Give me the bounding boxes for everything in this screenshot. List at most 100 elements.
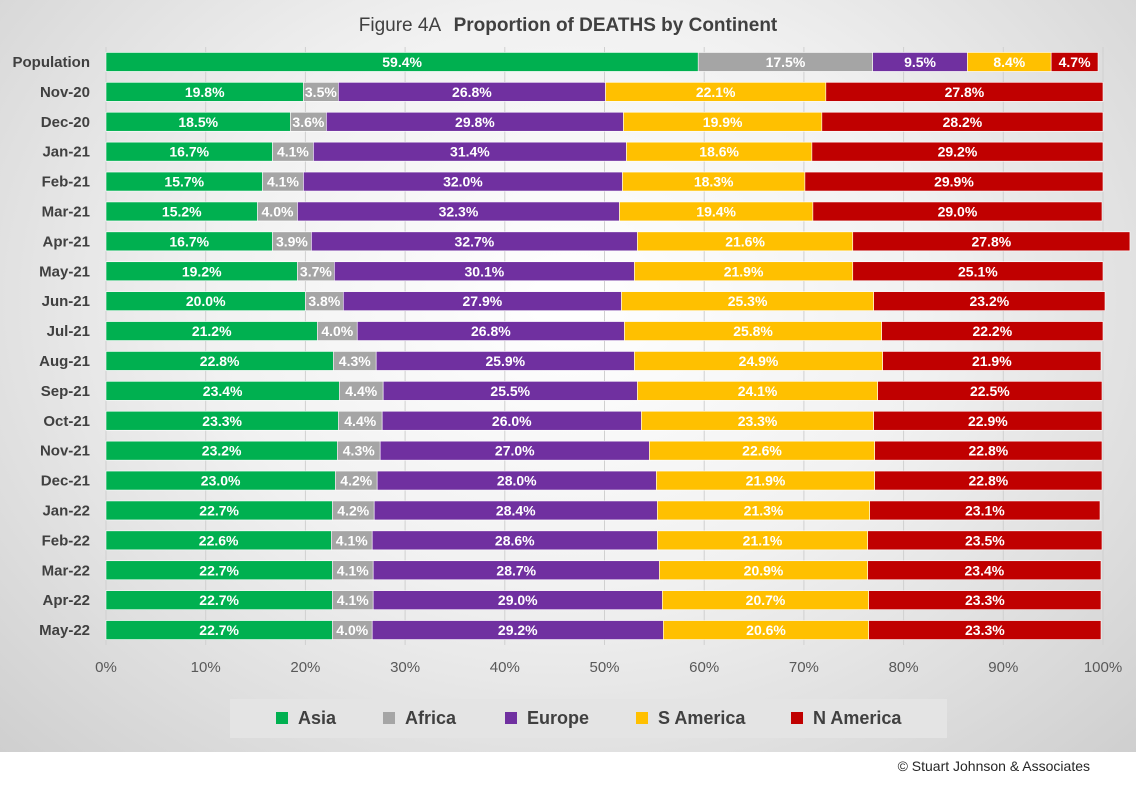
bar-data-label: 21.9% [724, 263, 764, 279]
category-label: Jun-21 [42, 293, 90, 310]
x-tick-label: 20% [290, 659, 320, 676]
category-label: Mar-21 [42, 203, 90, 220]
x-tick-label: 30% [390, 659, 420, 676]
bar-segment [1050, 52, 1099, 72]
chart-area: Figure 4A Proportion of DEATHS by Contin… [0, 0, 1136, 752]
x-tick-label: 70% [789, 659, 819, 676]
bar-data-label: 4.1% [336, 532, 368, 548]
legend-box [230, 699, 947, 738]
bar-data-label: 18.3% [694, 174, 734, 190]
bar-data-label: 4.0% [336, 622, 368, 638]
bar-data-label: 4.4% [345, 383, 377, 399]
bar-data-label: 4.1% [337, 592, 369, 608]
legend-label: Africa [405, 708, 457, 728]
title-main: Proportion of DEATHS by Continent [454, 15, 778, 36]
category-label: Apr-21 [42, 233, 90, 250]
bar-data-label: 22.7% [199, 592, 239, 608]
bar-data-label: 9.5% [904, 54, 936, 70]
category-label: Feb-22 [42, 532, 90, 549]
category-label: Sep-21 [41, 383, 90, 400]
bar-data-label: 17.5% [766, 54, 806, 70]
bar-data-label: 26.8% [471, 323, 511, 339]
bar-data-label: 23.2% [969, 293, 1009, 309]
x-tick-label: 100% [1084, 659, 1122, 676]
chart-title: Figure 4A Proportion of DEATHS by Contin… [359, 15, 778, 36]
category-label: Apr-22 [42, 592, 90, 609]
category-label: Population [13, 54, 91, 71]
bar-data-label: 3.6% [292, 114, 324, 130]
bar-data-label: 27.8% [945, 84, 985, 100]
bar-data-label: 4.3% [343, 443, 375, 459]
x-tick-label: 80% [889, 659, 919, 676]
bar-data-label: 22.1% [696, 84, 736, 100]
bar-data-label: 3.9% [276, 233, 308, 249]
bar-segment [873, 410, 1103, 431]
bar-data-label: 28.0% [497, 473, 537, 489]
bar-segment [867, 530, 1103, 551]
bar-data-label: 29.0% [938, 203, 978, 219]
category-label: May-22 [39, 622, 90, 639]
bar-segment [852, 261, 1104, 282]
bar-data-label: 32.0% [443, 174, 483, 190]
legend: Asia Africa Europe S America N America [230, 699, 947, 738]
bar-data-label: 28.2% [943, 114, 983, 130]
category-label: May-21 [39, 263, 90, 280]
category-labels: Population Nov-20 Dec-20 Jan-21 Feb-21 Mar-21… [13, 54, 91, 639]
bar-data-label: 15.7% [164, 174, 204, 190]
bar-segment [869, 500, 1101, 521]
legend-label: N America [813, 708, 902, 728]
bar-segment [867, 560, 1102, 581]
bar-data-label: 15.2% [162, 203, 202, 219]
category-label: Jul-21 [47, 323, 90, 340]
legend-label: Asia [298, 708, 337, 728]
x-tick-label: 90% [988, 659, 1018, 676]
bar-data-label: 29.8% [455, 114, 495, 130]
bar-data-label: 22.8% [200, 353, 240, 369]
bar-data-label: 20.7% [746, 592, 786, 608]
bar-data-label: 25.9% [485, 353, 525, 369]
category-label: Nov-20 [40, 84, 90, 101]
bar-data-label: 21.9% [746, 473, 786, 489]
bar-data-label: 23.2% [202, 443, 242, 459]
x-tick-label: 40% [490, 659, 520, 676]
bar-segment [868, 620, 1102, 640]
bar-data-label: 21.9% [972, 353, 1012, 369]
bar-data-label: 23.3% [202, 413, 242, 429]
bar-data-label: 22.7% [199, 562, 239, 578]
bar-data-label: 4.2% [340, 473, 372, 489]
category-label: Mar-22 [42, 562, 90, 579]
bar-segment [852, 231, 1131, 252]
bar-data-label: 3.5% [305, 84, 337, 100]
bar-segment [821, 111, 1104, 132]
bar-data-label: 19.4% [696, 203, 736, 219]
bar-data-label: 28.7% [496, 562, 536, 578]
category-label: Jan-21 [42, 144, 90, 161]
bar-data-label: 20.9% [744, 562, 784, 578]
bar-segment [881, 321, 1104, 341]
bar-data-label: 27.8% [971, 233, 1011, 249]
legend-swatch [383, 712, 395, 724]
bar-data-label: 25.3% [728, 293, 768, 309]
bar-data-label: 19.9% [703, 114, 743, 130]
bar-segment [874, 440, 1103, 461]
bar-data-label: 4.1% [337, 562, 369, 578]
bar-data-label: 16.7% [169, 233, 209, 249]
bar-data-label: 20.6% [746, 622, 786, 638]
bar-data-label: 32.7% [455, 233, 495, 249]
bar-data-label: 22.6% [199, 532, 239, 548]
legend-label: Europe [527, 708, 589, 728]
bar-data-label: 27.9% [463, 293, 503, 309]
x-tick-label: 10% [191, 659, 221, 676]
bar-data-label: 22.5% [970, 383, 1010, 399]
bar-data-label: 23.3% [738, 413, 778, 429]
bar-data-label: 29.9% [934, 174, 974, 190]
x-tick-label: 0% [95, 659, 117, 676]
bar-data-label: 21.1% [743, 532, 783, 548]
bar-data-label: 31.4% [450, 144, 490, 160]
bar-segment [811, 141, 1104, 162]
bar-data-label: 24.1% [738, 383, 778, 399]
stacked-bar-chart: Figure 4A Proportion of DEATHS by Contin… [13, 15, 1131, 738]
legend-swatch [276, 712, 288, 724]
bar-data-label: 22.8% [968, 443, 1008, 459]
bar-data-label: 23.4% [203, 383, 243, 399]
